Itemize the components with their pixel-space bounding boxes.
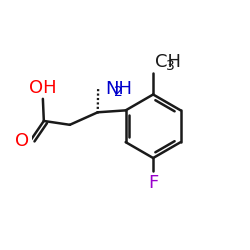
Text: 3: 3 (166, 59, 175, 73)
Text: 2: 2 (114, 85, 123, 99)
Text: F: F (148, 174, 158, 192)
Text: CH: CH (155, 54, 181, 72)
Text: O: O (15, 132, 29, 150)
Text: OH: OH (29, 78, 57, 96)
Text: NH: NH (105, 80, 132, 98)
